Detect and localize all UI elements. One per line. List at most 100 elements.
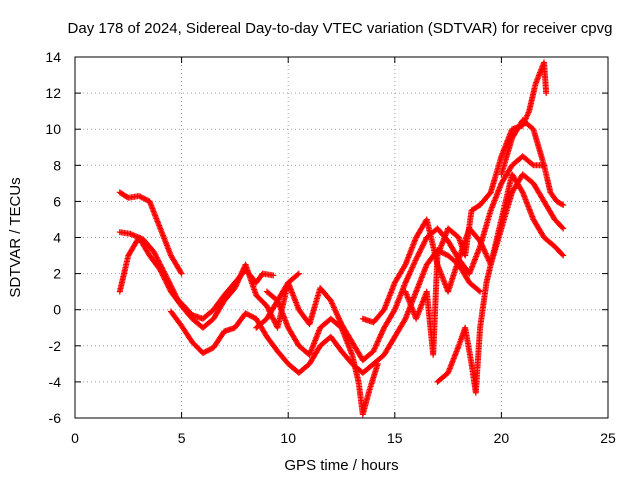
data-point [404,274,411,281]
data-point [421,239,428,246]
series-arc-8 [402,59,550,358]
data-point [159,272,166,279]
data-point [163,280,170,287]
data-point [206,346,213,353]
y-tick-label: 10 [45,121,61,137]
data-point [329,301,336,308]
data-point [138,194,145,201]
data-point [370,348,377,355]
data-point [391,307,398,314]
data-point [270,272,277,279]
series-arc-1 [116,189,185,277]
data-point [177,269,184,276]
data-point [415,252,422,259]
data-point [402,279,409,286]
data-point [165,283,172,290]
x-tick-label: 10 [280,430,296,446]
data-point [295,270,302,277]
data-point [333,310,340,317]
data-point [380,326,387,333]
data-point [235,278,242,285]
data-point [232,283,239,290]
data-point [409,264,416,271]
data-point [559,251,566,258]
data-point [371,345,378,352]
data-point [543,90,550,97]
data-point [404,275,411,282]
data-point [242,310,249,317]
data-point [249,313,256,320]
x-tick-label: 25 [600,430,616,446]
data-point [143,197,150,204]
data-point [417,248,424,255]
data-point [271,319,278,326]
data-point [331,305,338,312]
data-point [157,268,164,275]
data-point [231,285,238,292]
data-point [336,316,343,323]
data-point [378,330,385,337]
data-point [481,247,488,254]
chart-title: Day 178 of 2024, Sidereal Day-to-day VTE… [68,20,613,37]
data-point [374,338,381,345]
data-point [376,334,383,341]
data-point [401,262,408,269]
data-point [236,275,243,282]
data-point [374,360,381,367]
data-point [335,314,342,321]
data-point [329,300,336,307]
data-point [161,275,168,282]
data-point [406,271,413,278]
data-point [330,303,337,310]
data-point [238,269,245,276]
series-arc-3 [116,234,302,331]
data-point [420,241,427,248]
data-point [477,238,484,245]
data-point [157,266,164,273]
data-point [441,250,448,257]
data-point [371,346,378,353]
data-point [480,246,487,253]
data-point [243,310,250,317]
y-tick-label: 14 [45,49,61,65]
data-point [246,312,253,319]
data-point [245,311,252,318]
data-point [529,161,536,168]
data-point [483,253,490,260]
data-point [403,278,410,285]
data-point [264,304,271,311]
data-point [238,271,245,278]
data-point [478,242,485,249]
data-point [233,282,240,289]
data-point [376,335,383,342]
data-point [419,243,426,250]
data-point [158,269,165,276]
data-point [482,249,489,256]
data-point [478,240,485,247]
y-tick-label: 12 [45,85,61,101]
data-point [417,246,424,253]
y-tick-label: 6 [53,193,61,209]
data-point [421,238,428,245]
x-tick-label: 5 [178,430,186,446]
data-point [202,348,209,355]
data-point [142,196,149,203]
data-point [269,315,276,322]
data-point [159,271,166,278]
data-point [164,281,171,288]
series-arc-10 [498,117,567,209]
data-point [482,250,489,257]
data-point [406,269,413,276]
data-point [477,288,484,295]
data-point [328,299,335,306]
data-point [332,308,339,315]
y-tick-label: 0 [53,302,61,318]
data-point [560,252,567,259]
data-point [373,341,380,348]
data-point [166,285,173,292]
data-point [270,316,277,323]
series-arc-4 [167,247,484,376]
data-point [178,270,185,277]
data-point [411,258,418,265]
